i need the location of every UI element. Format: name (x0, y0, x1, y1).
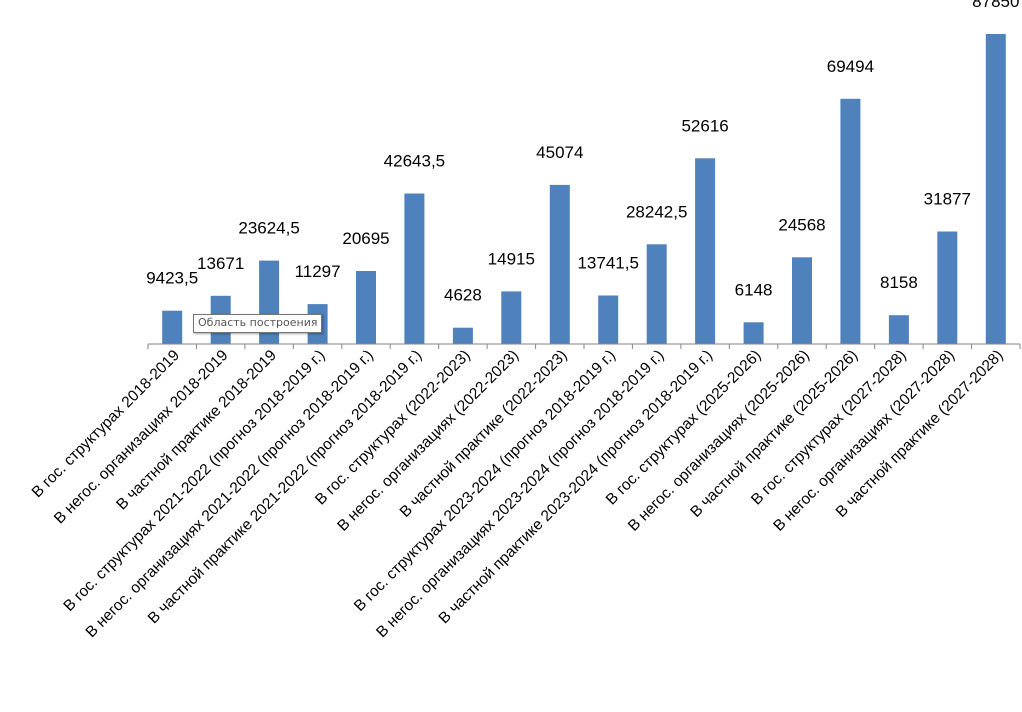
bar-16 (888, 315, 909, 344)
bar-6 (404, 193, 425, 344)
bars-group (162, 34, 1006, 344)
data-label-4: 11297 (295, 262, 341, 281)
data-label-8: 14915 (488, 249, 535, 268)
data-label-1: 9423,5 (146, 269, 198, 288)
bar-1 (162, 310, 183, 344)
data-label-15: 69494 (827, 57, 874, 76)
bar-18 (985, 34, 1006, 344)
data-label-9: 45074 (536, 143, 583, 162)
data-label-16: 8158 (880, 273, 918, 292)
data-label-17: 31877 (924, 190, 971, 209)
data-label-13: 6148 (735, 280, 773, 299)
bar-5 (356, 271, 376, 344)
x-axis-ticks-group (147, 344, 1021, 349)
bar-9 (549, 184, 570, 344)
data-label-2: 13671 (197, 254, 244, 273)
x-tick-label-14: В негос. организациях (2025-2026) (625, 347, 813, 535)
data-label-6: 42643,5 (384, 152, 445, 171)
x-tick-label-2: В негос. организациях 2018-2019 (51, 347, 232, 528)
bar-13 (743, 322, 764, 344)
bar-14 (792, 257, 812, 344)
data-label-3: 23624,5 (238, 219, 299, 238)
data-label-11: 28242,5 (626, 202, 687, 221)
data-label-10: 13741,5 (577, 254, 638, 273)
bar-17 (937, 231, 958, 344)
bar-8 (501, 291, 522, 344)
plot-area-tooltip: Область построения (193, 314, 323, 333)
data-label-14: 24568 (778, 215, 825, 234)
bar-15 (840, 98, 861, 344)
bar-11 (646, 244, 667, 344)
bar-12 (695, 158, 716, 344)
x-tick-label-8: В негос. организациях (2022-2023) (334, 347, 522, 535)
x-tick-label-17: В негос. организациях (2027-2028) (770, 347, 958, 535)
bar-7 (452, 327, 473, 344)
data-label-12: 52616 (681, 116, 728, 135)
bar-10 (598, 295, 619, 344)
data-label-18: 87850 (972, 0, 1019, 11)
data-label-7: 4628 (444, 286, 482, 305)
data-label-5: 20695 (342, 229, 389, 248)
